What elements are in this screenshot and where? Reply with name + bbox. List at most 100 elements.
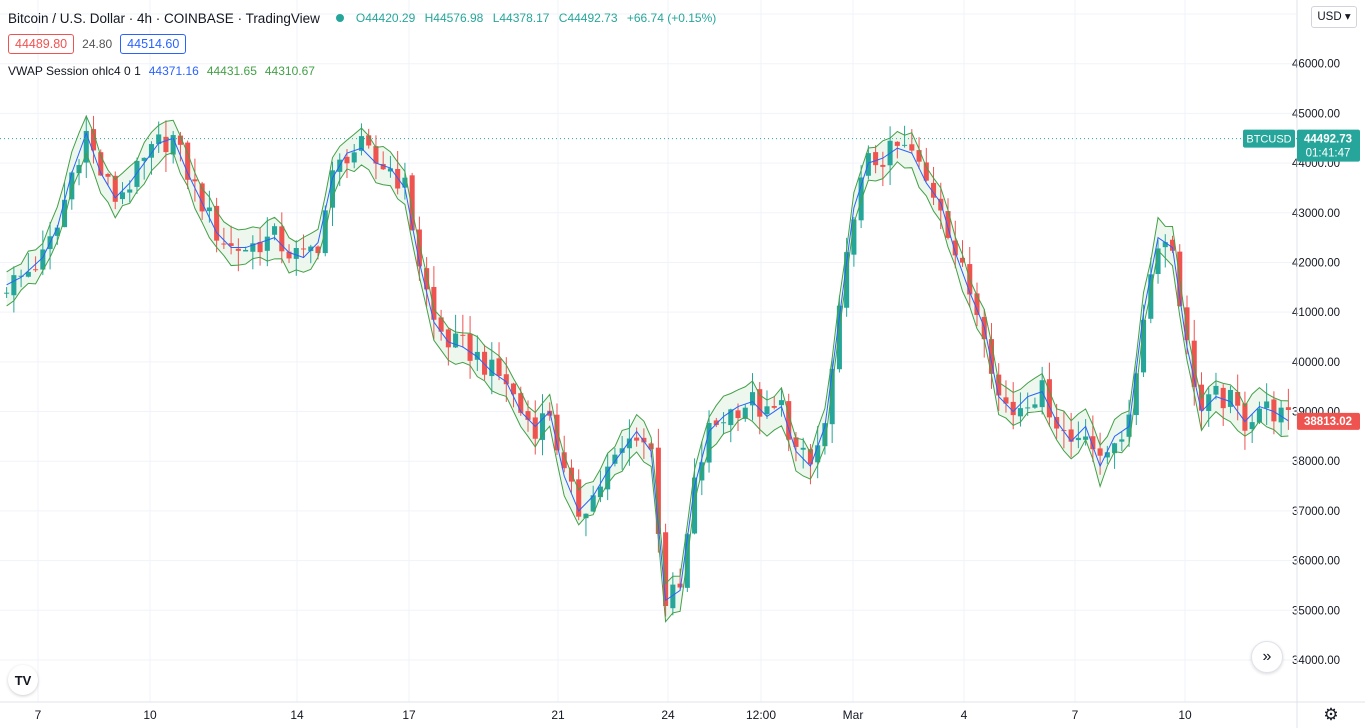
gear-icon[interactable]: ⚙ xyxy=(1323,705,1339,724)
candle-body xyxy=(778,400,785,406)
candle xyxy=(771,395,777,410)
candle xyxy=(952,220,958,269)
candle-body xyxy=(329,170,336,208)
candle-body xyxy=(257,241,263,253)
candle-body xyxy=(1213,385,1219,395)
candle xyxy=(416,216,422,281)
candle-body xyxy=(1017,408,1023,417)
candle xyxy=(539,394,546,456)
last-price-label: 44492.73 xyxy=(1304,134,1352,146)
candle xyxy=(1075,421,1081,449)
candle xyxy=(858,165,864,229)
x-tick-label: 10 xyxy=(143,708,157,722)
candle xyxy=(836,295,842,373)
candle-body xyxy=(148,144,154,158)
candle xyxy=(460,314,466,348)
candle-body xyxy=(1235,391,1241,406)
candle xyxy=(1220,384,1226,426)
candle xyxy=(156,121,162,154)
candle-body xyxy=(996,374,1002,396)
candle-body xyxy=(4,292,10,294)
candle-body xyxy=(786,401,792,440)
candle xyxy=(1249,414,1255,444)
candle-body xyxy=(264,236,270,251)
candle-body xyxy=(836,305,842,370)
candle xyxy=(1206,387,1212,427)
candle xyxy=(902,125,908,148)
candle-body xyxy=(286,251,292,259)
candle xyxy=(626,419,632,466)
current-price-label: 38813.02 xyxy=(1304,416,1352,428)
price-tags: BTCUSD 44492.73 01:41:47 38813.02 xyxy=(0,129,1360,430)
indicator-lower-band-value: 44310.67 xyxy=(264,64,315,78)
candle-body xyxy=(272,226,278,235)
tradingview-logo-icon[interactable]: TV xyxy=(8,665,38,695)
candle xyxy=(1032,397,1038,409)
candle-body xyxy=(663,532,669,607)
candle-body xyxy=(1075,437,1081,441)
sell-button[interactable]: 44489.80 xyxy=(8,34,75,54)
candle-body xyxy=(351,152,357,163)
chevron-double-right-icon[interactable]: » xyxy=(1251,641,1283,673)
candle-body xyxy=(771,406,777,408)
candle-body xyxy=(902,144,908,146)
candle xyxy=(1010,382,1016,430)
candle xyxy=(98,149,104,176)
candle-body xyxy=(293,247,299,259)
candle xyxy=(807,443,813,485)
candle-body xyxy=(1032,404,1038,408)
candle-body xyxy=(539,413,546,440)
candle xyxy=(148,141,154,175)
indicator-upper-band-value: 44431.65 xyxy=(206,64,257,78)
symbol-title[interactable]: Bitcoin / U.S. Dollar · 4h · COINBASE · … xyxy=(8,10,320,26)
candle xyxy=(4,287,10,299)
candle-body xyxy=(1112,443,1118,454)
status-dot-icon xyxy=(335,14,344,22)
y-tick-label: 37000.00 xyxy=(1292,506,1340,518)
candle xyxy=(894,141,900,159)
candle-body xyxy=(214,205,220,241)
time-axis: 7 10 14 17 21 24 12:00 Mar 4 7 10 xyxy=(0,701,1365,722)
indicator-name[interactable]: VWAP Session ohlc4 0 1 xyxy=(8,64,141,78)
candle-body xyxy=(822,423,828,447)
candle xyxy=(1227,385,1233,414)
candle xyxy=(105,172,111,186)
candle-body xyxy=(938,198,944,211)
candle xyxy=(931,166,937,205)
candle xyxy=(923,147,929,182)
candle xyxy=(510,382,517,408)
candle xyxy=(1155,239,1161,284)
candle xyxy=(916,137,922,170)
candle-body xyxy=(931,182,937,198)
vwap-line xyxy=(6,131,1289,602)
candle-body xyxy=(453,333,459,348)
currency-selector[interactable]: USD ▾ xyxy=(1311,6,1357,28)
y-tick-label: 43000.00 xyxy=(1292,208,1340,220)
candle xyxy=(590,485,596,512)
candle-body xyxy=(221,243,227,245)
candle-body xyxy=(192,179,198,182)
buy-button[interactable]: 44514.60 xyxy=(120,34,187,54)
candle xyxy=(576,469,582,521)
candle xyxy=(1119,432,1125,452)
candle-body xyxy=(366,135,372,146)
candle-body xyxy=(105,173,111,177)
candle-body xyxy=(1010,401,1016,416)
candle-body xyxy=(445,329,451,348)
indicator-vwap-value: 44371.16 xyxy=(148,64,199,78)
candle-body xyxy=(127,189,133,193)
candle-body xyxy=(1083,436,1089,440)
candle xyxy=(438,309,444,341)
candle-body xyxy=(431,286,437,320)
candle xyxy=(1264,383,1270,425)
candle-body xyxy=(1278,407,1284,423)
candle xyxy=(141,157,147,180)
y-tick-label: 35000.00 xyxy=(1292,605,1340,617)
candle-body xyxy=(583,513,589,519)
candle xyxy=(974,282,980,327)
candle xyxy=(1271,391,1277,435)
candle xyxy=(713,417,719,428)
candle xyxy=(1141,304,1147,378)
candle xyxy=(612,447,618,467)
